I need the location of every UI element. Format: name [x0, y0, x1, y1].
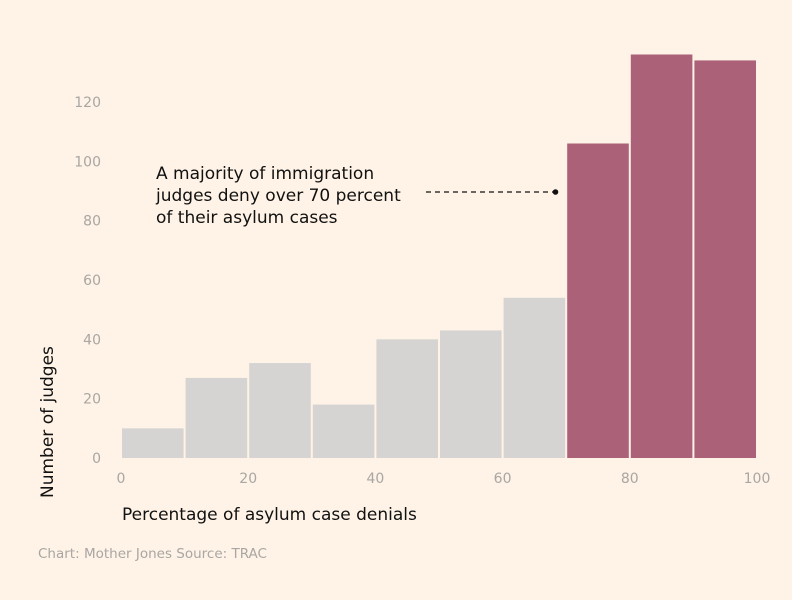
y-tick-label: 60: [83, 273, 101, 289]
x-tick-label: 100: [744, 471, 771, 487]
y-tick-label: 40: [83, 332, 101, 348]
bar-50-60: [440, 330, 502, 458]
x-axis-label: Percentage of asylum case denials: [122, 505, 417, 525]
x-tick-label: 0: [117, 471, 126, 487]
bar-40-50: [376, 339, 438, 458]
annotation: A majority of immigration judges deny ov…: [155, 164, 559, 228]
annotation-dot: [552, 189, 559, 195]
annotation-line-1: A majority of immigration: [156, 164, 374, 184]
bar-20-30: [249, 363, 311, 458]
bar-10-20: [185, 377, 248, 458]
bar-80-90: [630, 54, 693, 458]
bar-70-80: [567, 143, 629, 459]
annotation-line-3: of their asylum cases: [156, 208, 338, 228]
y-tick-label: 20: [83, 392, 101, 408]
x-axis-ticks: 0 20 40 60 80 100: [117, 471, 771, 487]
bar-90-100: [694, 60, 756, 459]
y-tick-label: 0: [92, 451, 101, 467]
x-tick-label: 80: [621, 471, 639, 487]
bars: [122, 54, 756, 459]
x-tick-label: 20: [239, 471, 257, 487]
chart-credit: Chart: Mother Jones Source: TRAC: [38, 546, 267, 562]
bar-60-70: [503, 297, 566, 458]
bar-0-10: [122, 428, 184, 458]
annotation-line-2: judges deny over 70 percent: [155, 186, 401, 206]
y-tick-label: 100: [74, 154, 101, 170]
y-tick-label: 120: [74, 95, 101, 111]
bar-30-40: [312, 404, 375, 458]
x-tick-label: 40: [366, 471, 384, 487]
y-tick-label: 80: [83, 214, 101, 230]
y-axis-label: Number of judges: [38, 346, 58, 498]
y-axis-ticks: 0 20 40 60 80 100 120: [74, 95, 101, 467]
x-tick-label: 60: [494, 471, 512, 487]
